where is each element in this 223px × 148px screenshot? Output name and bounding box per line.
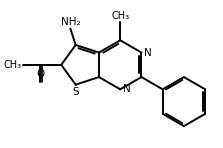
Text: CH₃: CH₃ xyxy=(4,60,22,70)
Text: O: O xyxy=(36,69,45,79)
Text: N: N xyxy=(144,48,152,58)
Text: S: S xyxy=(72,87,79,97)
Text: NH₂: NH₂ xyxy=(60,17,80,27)
Text: N: N xyxy=(123,84,131,94)
Text: CH₃: CH₃ xyxy=(111,11,129,21)
